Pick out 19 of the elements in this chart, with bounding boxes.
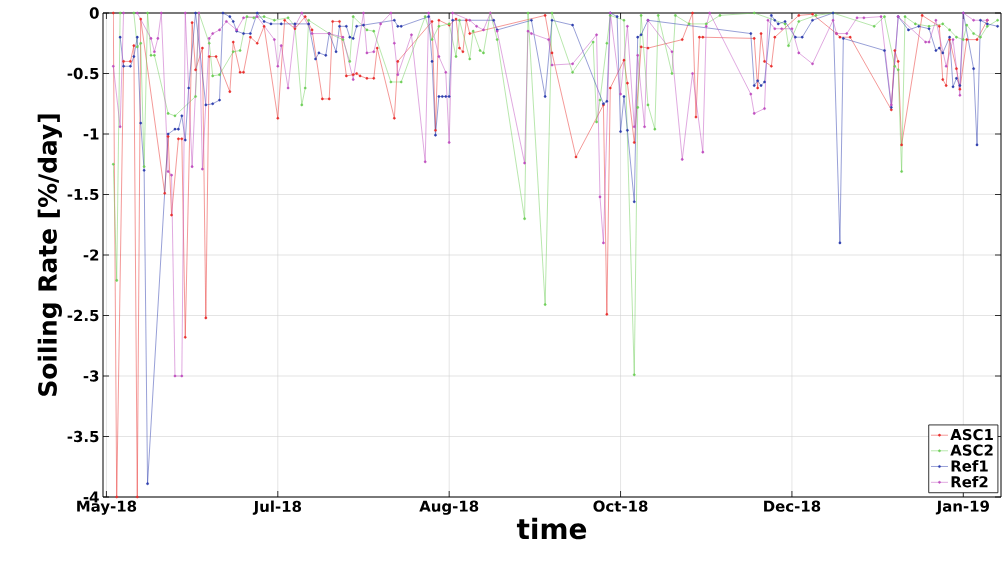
y-tick-label: -2.5 — [67, 309, 99, 322]
x-tick-label: Dec-18 — [764, 500, 821, 512]
x-tick-label: Jul-18 — [252, 500, 302, 515]
y-tick-label: -1 — [83, 128, 99, 140]
legend-label: ASC2 — [950, 444, 993, 456]
y-tick-label: 0 — [89, 7, 99, 19]
x-tick-label: Aug-18 — [419, 500, 479, 515]
y-tick-label: -1.5 — [67, 188, 99, 201]
x-axis-title: time — [516, 517, 587, 540]
y-tick-label: -3.5 — [67, 430, 99, 443]
y-tick-label: -2 — [83, 249, 99, 261]
legend-label: ASC1 — [950, 428, 993, 441]
y-tick-label: -3 — [83, 370, 99, 382]
legend-label: Ref1 — [951, 460, 988, 472]
legend-label: Ref2 — [951, 475, 988, 488]
x-tick-label: Oct-18 — [593, 500, 648, 512]
y-axis-title: Soiling Rate [%/day] — [37, 114, 62, 396]
y-tick-label: -0.5 — [67, 67, 99, 80]
x-tick-label: Jan-19 — [935, 500, 989, 515]
